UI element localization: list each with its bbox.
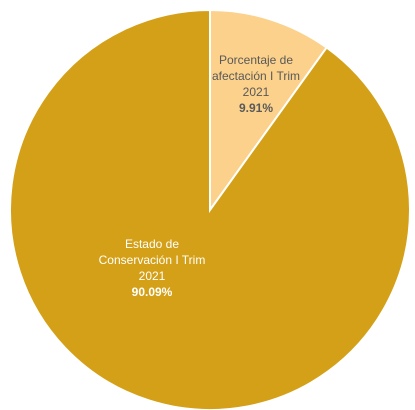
slice-value-label-1: 90.09% — [132, 285, 173, 299]
slice-label-0: Porcentaje de afectación I Trim 2021 9.91% — [212, 53, 300, 115]
slice-label-line-0-0: Porcentaje de — [219, 53, 293, 67]
slice-label-line-1-1: Conservación I Trim — [99, 253, 206, 267]
slice-value-label-0: 9.91% — [239, 101, 273, 115]
pie-slice-0 — [209, 8, 329, 214]
slice-label-line-0-1: afectación I Trim — [212, 69, 300, 83]
slice-label-line-0-2: 2021 — [243, 85, 270, 99]
pie-slice-1 — [9, 8, 411, 410]
slice-label-line-1-2: 2021 — [139, 269, 166, 283]
slice-label-line-1-0: Estado de — [125, 237, 179, 251]
slice-label-1: Estado de Conservación I Trim 2021 90.09% — [99, 237, 206, 299]
